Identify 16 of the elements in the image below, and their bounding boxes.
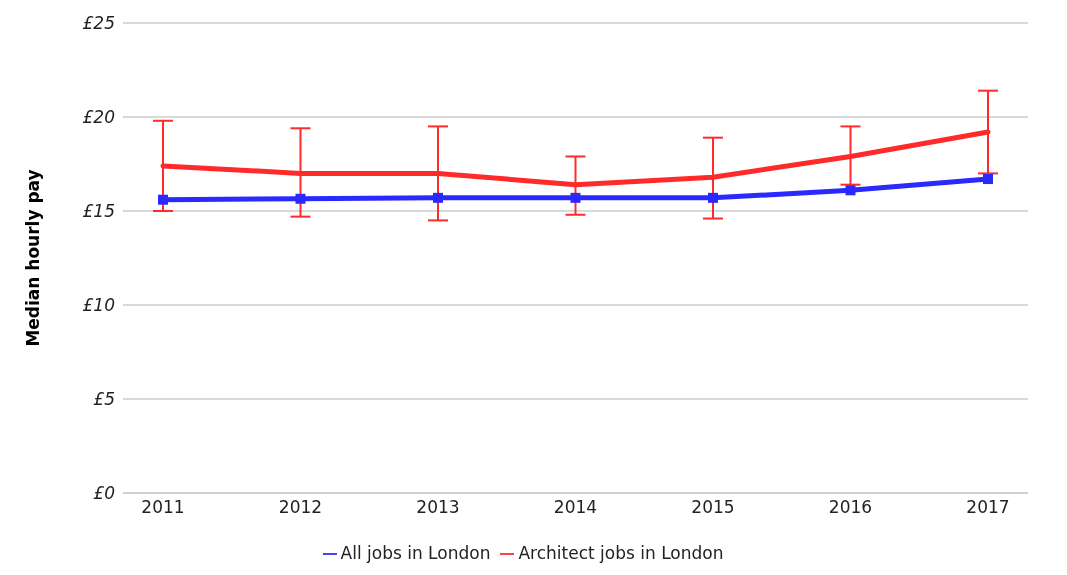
- legend-label: All jobs in London: [340, 543, 491, 563]
- x-tick-label: 2014: [553, 497, 598, 518]
- x-tick-label: 2016: [828, 497, 873, 518]
- x-tick-label: 2013: [416, 497, 460, 518]
- x-tick-label: 2017: [966, 497, 1010, 518]
- y-tick-label: £20: [82, 107, 115, 128]
- y-tick-label: £10: [82, 295, 115, 316]
- x-tick-label: 2015: [691, 497, 735, 518]
- x-tick-label: 2011: [141, 497, 185, 518]
- y-tick-label: £25: [82, 13, 115, 34]
- legend-label: Architect jobs in London: [518, 543, 724, 563]
- y-tick-label: £15: [82, 201, 115, 222]
- y-tick-label: £0: [93, 483, 115, 504]
- y-axis-title: Median hourly pay: [23, 169, 44, 347]
- x-tick-label: 2012: [278, 497, 323, 518]
- y-tick-label: £5: [93, 389, 115, 410]
